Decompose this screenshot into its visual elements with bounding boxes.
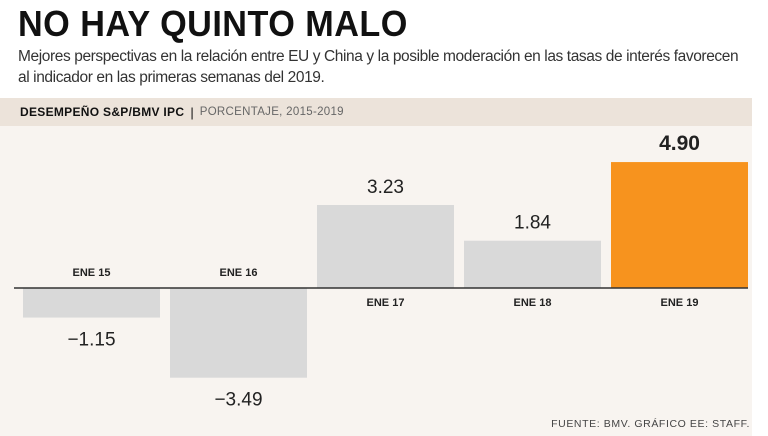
chart-header-band: DESEMPEÑO S&P/BMV IPC | PORCENTAJE, 2015… <box>0 98 752 126</box>
category-label: ENE 19 <box>661 297 699 309</box>
bar-ene-18 <box>464 240 601 288</box>
bar-ene-16 <box>170 288 307 378</box>
value-label: 3.23 <box>367 177 404 198</box>
unit-label: PORCENTAJE, 2015-2019 <box>199 106 344 118</box>
chart-panel: ENE 15 −1.15 ENE 16 −3.49 ENE 17 3.23 ENE 18 1.… <box>0 126 752 436</box>
value-label: 4.90 <box>659 132 700 155</box>
value-label: −3.49 <box>214 390 262 411</box>
chart-subtitle: Mejores perspectivas en la relación entr… <box>18 48 739 86</box>
source-note: FUENTE: BMV. GRÁFICO EE: STAFF. <box>551 418 750 430</box>
category-label: ENE 15 <box>73 267 111 279</box>
chart-title: NO HAY QUINTO MALO <box>18 3 408 44</box>
bar-ene-15 <box>23 288 160 318</box>
bar-ene-17 <box>317 204 454 288</box>
bar-ene-19 <box>611 162 748 288</box>
band-separator: | <box>190 104 194 120</box>
category-label: ENE 16 <box>220 267 258 279</box>
bar-chart: ENE 15 −1.15 ENE 16 −3.49 ENE 17 3.23 ENE 18 1.… <box>14 132 748 411</box>
indicator-label: DESEMPEÑO S&P/BMV IPC <box>20 105 185 119</box>
category-label: ENE 18 <box>514 297 552 309</box>
value-label: −1.15 <box>67 330 115 351</box>
category-label: ENE 17 <box>367 297 405 309</box>
value-label: 1.84 <box>514 213 551 234</box>
